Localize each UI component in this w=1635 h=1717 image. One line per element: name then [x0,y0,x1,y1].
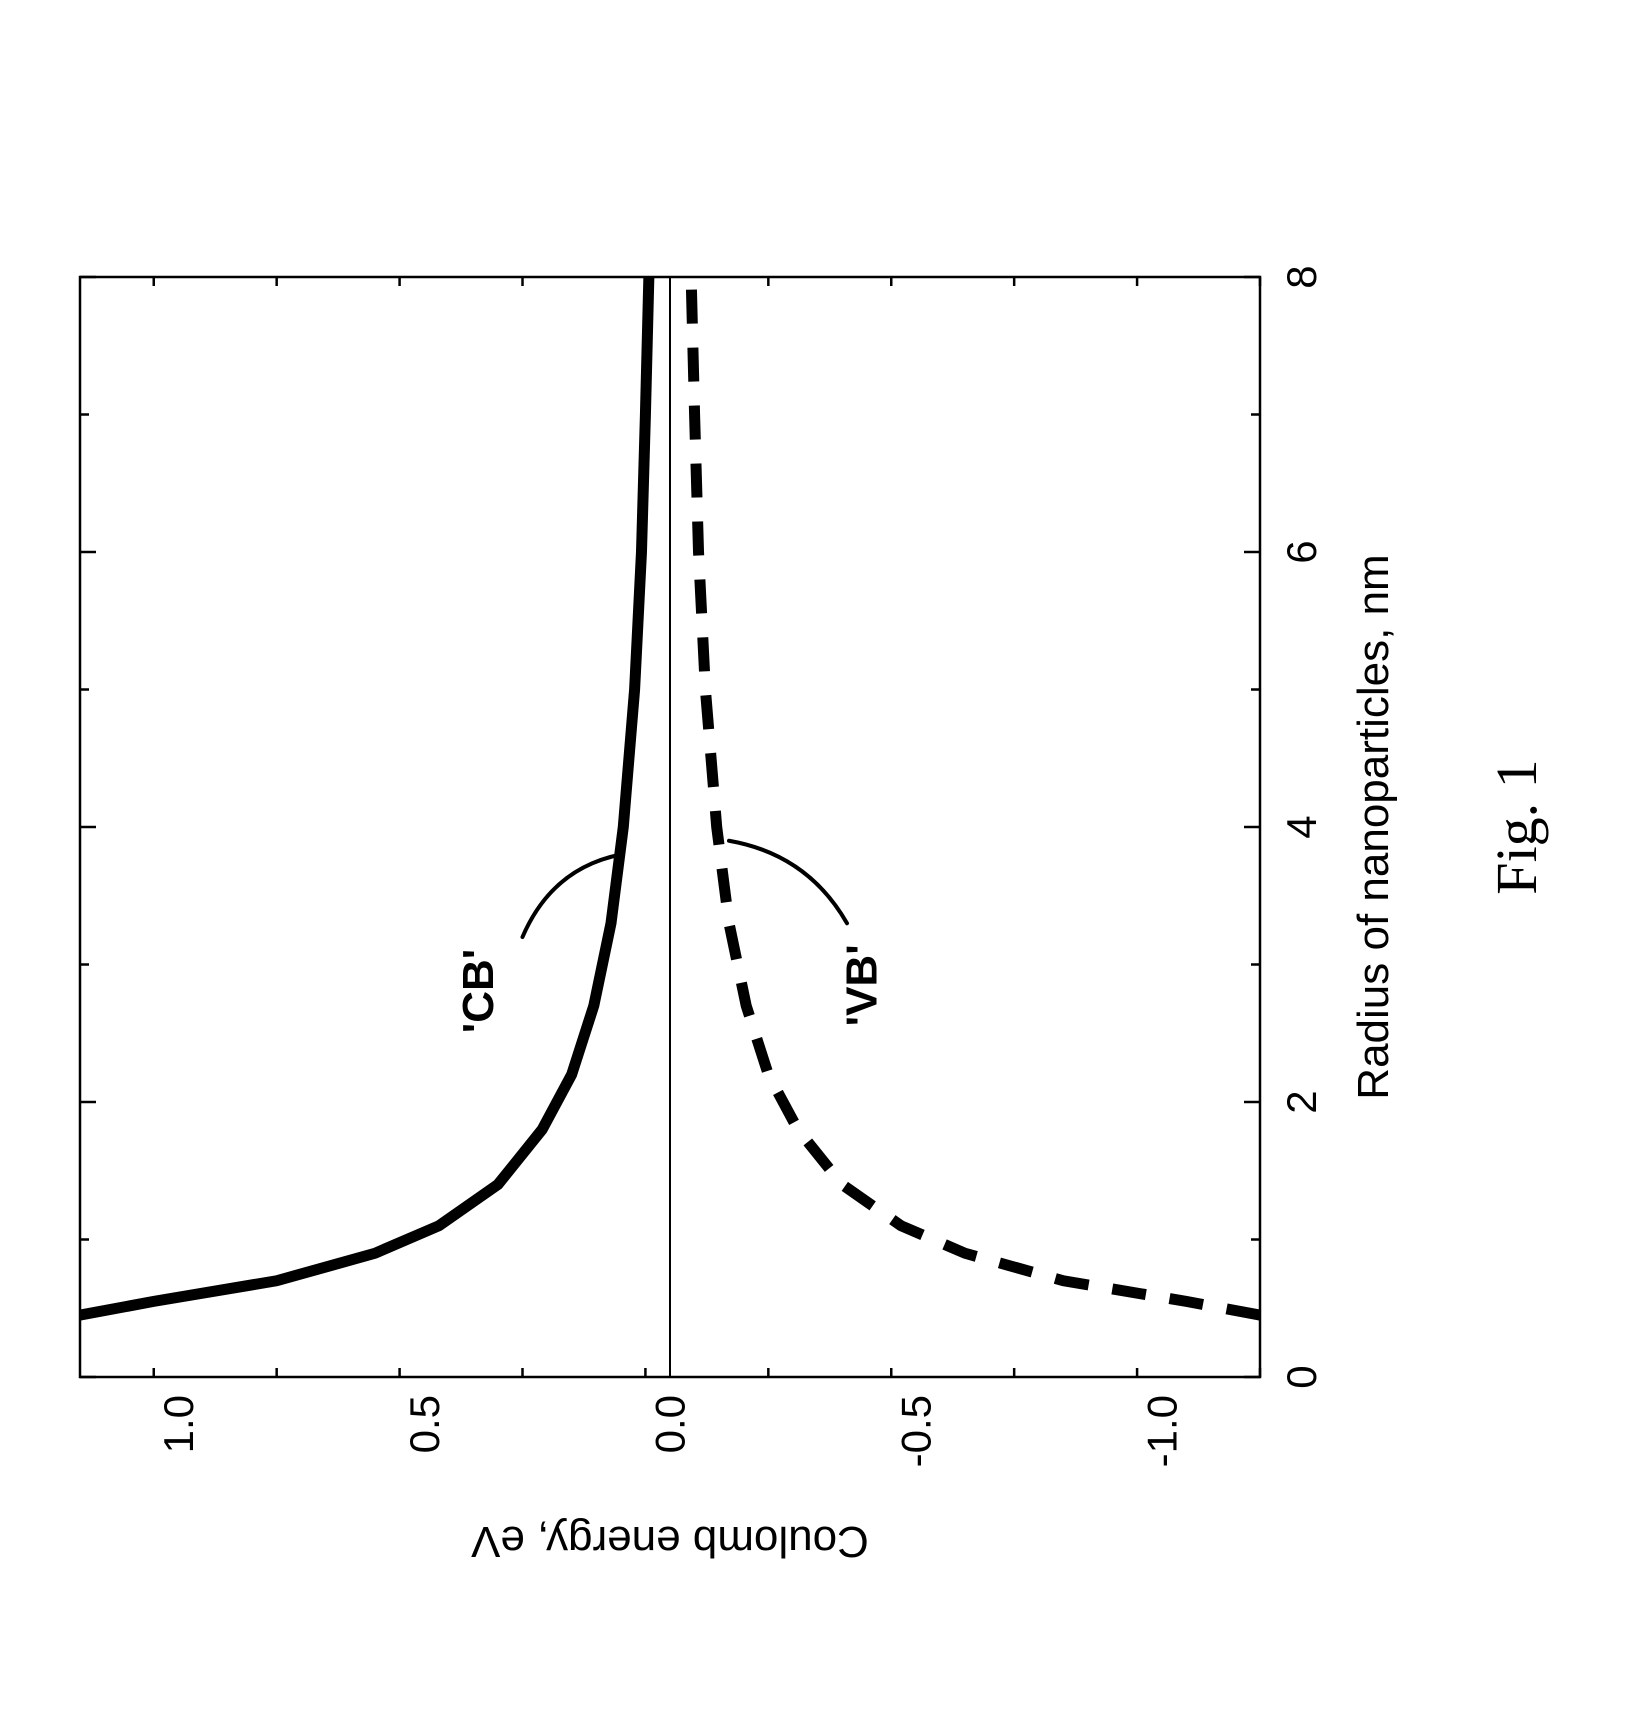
figure-caption: Fig. 1 [1484,759,1549,894]
y-tick-label: 0.5 [401,1395,448,1453]
series-label-vb: 'VB' [838,944,887,1026]
rotated-group: 0 2 4 6 8 -1.0 -0.5 0.0 0.5 1.0 Radius of nanopart… [0,0,1635,1717]
x-tick-label: 0 [1278,1365,1325,1388]
y-tick-label: 1.0 [155,1395,202,1453]
x-tick-label: 8 [1278,265,1325,288]
y-tick-label: 0.0 [647,1395,694,1453]
x-axis-label: Radius of nanoparticles, nm [1349,554,1398,1099]
y-tick-label: -1.0 [1138,1395,1185,1467]
y-axis-label: Coulomb energy, eV [470,1517,869,1566]
figure-stage: 0 2 4 6 8 -1.0 -0.5 0.0 0.5 1.0 Radius of nanopart… [0,0,1635,1717]
x-tick-label: 6 [1278,540,1325,563]
x-tick-label: 2 [1278,1090,1325,1113]
y-tick-label: -0.5 [893,1395,940,1467]
chart-svg: 0 2 4 6 8 -1.0 -0.5 0.0 0.5 1.0 Radius of nanopart… [0,0,1635,1717]
series-label-cb: 'CB' [454,949,503,1033]
x-tick-label: 4 [1278,815,1325,838]
